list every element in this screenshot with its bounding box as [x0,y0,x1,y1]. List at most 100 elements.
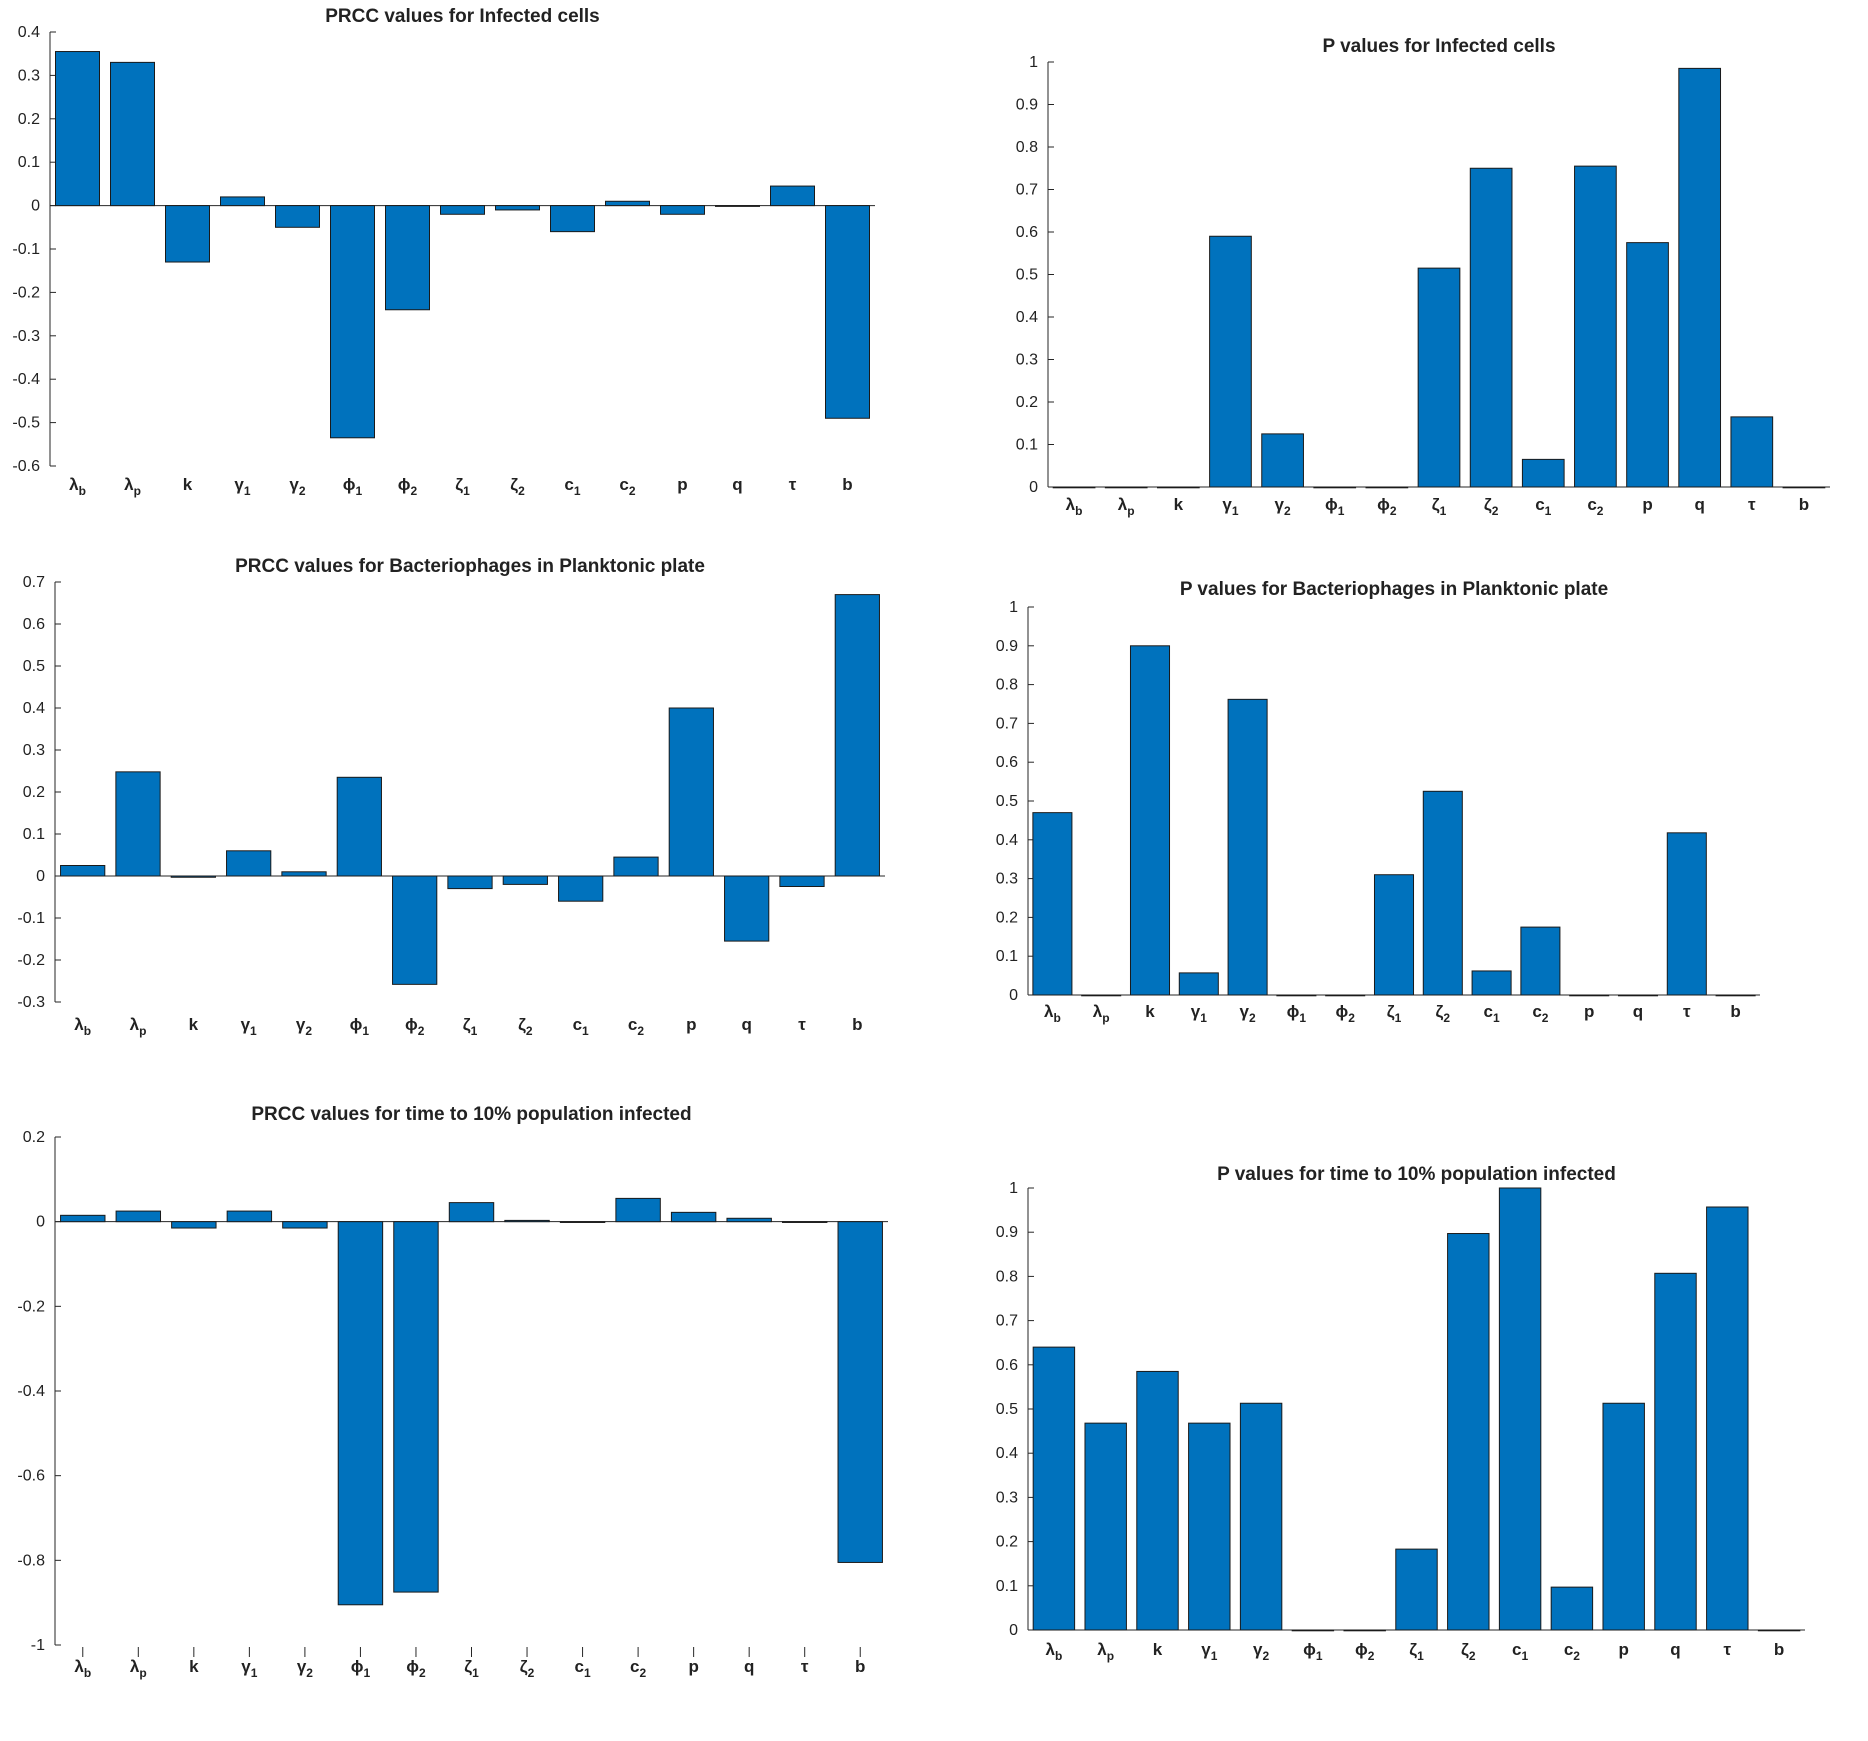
x-tick-label-main: γ [289,475,299,494]
x-tick-label-subscript: 1 [1440,504,1447,518]
x-tick-label-main: ζ [1387,1002,1395,1021]
x-tick-label: k [189,1657,199,1676]
bar [385,205,430,311]
y-tick-label: 0.1 [996,948,1018,965]
bar [615,1197,661,1223]
x-tick-label-main: b [1774,1640,1784,1659]
y-tick-label: 0.1 [23,826,45,843]
bar [1291,1629,1335,1632]
y-tick-label: 0.9 [996,638,1018,655]
x-tick-label-subscript: b [84,1024,91,1038]
x-tick-label-main: ζ [1432,495,1440,514]
prcc-infected-cells-panel: PRCC values for Infected cells 0.4 0.3 0.2 0… [0,0,900,520]
chart-title: P values for Bacteriophages in Planktoni… [1180,579,1608,600]
y-tick-label: 1 [1029,54,1038,71]
x-tick-label-subscript: 2 [1368,1649,1375,1663]
x-tick-label-subscript: b [1053,1011,1060,1025]
y-tick-label: 0.2 [996,1534,1018,1551]
x-tick-label: τ [801,1657,809,1676]
x-tick-label: γ1 [241,1657,257,1680]
x-tick-label-main: ζ [464,1657,472,1676]
x-tick-label-main: ϕ [406,1657,419,1676]
bar [226,1210,273,1223]
x-tick-label-main: ζ [1484,495,1492,514]
x-tick-label: c2 [628,1015,644,1038]
bar [1569,994,1610,997]
x-tick-label-subscript: 2 [1262,1649,1269,1663]
bar [660,205,705,215]
bar [115,771,161,877]
x-tick-label: ζ2 [1484,495,1499,518]
x-tick-label-subscript: 1 [1316,1649,1323,1663]
p-time-to-10pct-chart: P values for time to 10% population infe… [996,1164,1805,1663]
x-tick-label: c2 [619,475,635,498]
bar [330,205,375,439]
bar [1081,994,1122,997]
x-tick-label-subscript: 1 [1395,1011,1402,1025]
y-tick-label: 0.2 [23,784,45,801]
bar [504,1219,550,1223]
x-tick-label: γ1 [1201,1640,1217,1663]
x-tick-label-main: λ [124,475,134,494]
x-tick-label-main: γ [296,1015,306,1034]
bar [715,205,760,207]
bar [1032,1346,1076,1631]
x-tick-label: ζ2 [510,475,525,498]
chart-title: PRCC values for Bacteriophages in Plankt… [235,556,705,577]
x-tick-label-main: λ [130,1015,140,1034]
y-tick-label: 0.5 [1016,267,1038,284]
y-tick-label: 0.6 [23,616,45,633]
bar [1471,970,1512,996]
bar [1520,926,1561,996]
x-tick-label-main: c [574,1657,583,1676]
y-tick-label: 0.2 [1016,394,1038,411]
x-tick-label-main: q [741,1015,751,1034]
prcc-time-to-10pct-chart: PRCC values for time to 10% population i… [17,1104,888,1680]
bar [1343,1629,1386,1632]
y-tick-label: 0.4 [996,1445,1018,1462]
x-tick-label: q [732,475,742,494]
y-tick-label: 0 [1009,1622,1018,1639]
x-tick-label: ϕ2 [1377,495,1397,518]
x-tick-label-subscript: 1 [582,1024,589,1038]
x-tick-label-main: p [1642,495,1652,514]
bar [1422,790,1463,996]
x-tick-label-main: λ [69,475,79,494]
x-tick-label: λp [124,475,141,498]
bar [1574,165,1617,488]
x-tick-label-main: γ [1191,1002,1201,1021]
x-tick-label-main: γ [241,1015,251,1034]
x-tick-label-subscript: 2 [306,1666,313,1680]
x-tick-label-subscript: 2 [1597,504,1604,518]
x-tick-label: ζ1 [463,1015,478,1038]
bar [825,205,870,419]
bar [337,1221,384,1606]
bar [1447,1233,1490,1631]
x-tick-label-subscript: 2 [419,1666,426,1680]
x-tick-label-main: ϕ [1303,1640,1316,1659]
x-tick-label: λp [1097,1640,1114,1663]
p-bacteriophages-chart: P values for Bacteriophages in Planktoni… [996,579,1760,1025]
x-tick-label-main: c [1532,1002,1541,1021]
y-tick-label: 0 [1009,987,1018,1004]
y-tick-label: -1 [31,1637,45,1654]
x-tick-label: ϕ1 [1287,1002,1307,1025]
x-tick-label-subscript: 2 [518,484,525,498]
bar [1136,1370,1179,1631]
x-tick-label-subscript: 2 [1492,504,1499,518]
x-tick-label: c1 [1535,495,1551,518]
chart-title: PRCC values for Infected cells [325,6,600,27]
x-tick-label: c1 [1512,1640,1528,1663]
x-tick-label-main: q [1670,1640,1680,1659]
y-tick-label: -0.3 [17,994,45,1011]
x-tick-label-subscript: 2 [526,1024,533,1038]
x-tick-label-main: c [619,475,628,494]
y-tick-label: 0.1 [18,154,40,171]
x-tick-label: c2 [630,1657,646,1680]
bar [393,1221,439,1593]
x-tick-label: b [842,475,852,494]
x-tick-label-subscript: 1 [1232,504,1239,518]
bar [1032,812,1073,996]
x-tick-label-main: λ [130,1657,140,1676]
chart-title: P values for Infected cells [1322,36,1555,57]
